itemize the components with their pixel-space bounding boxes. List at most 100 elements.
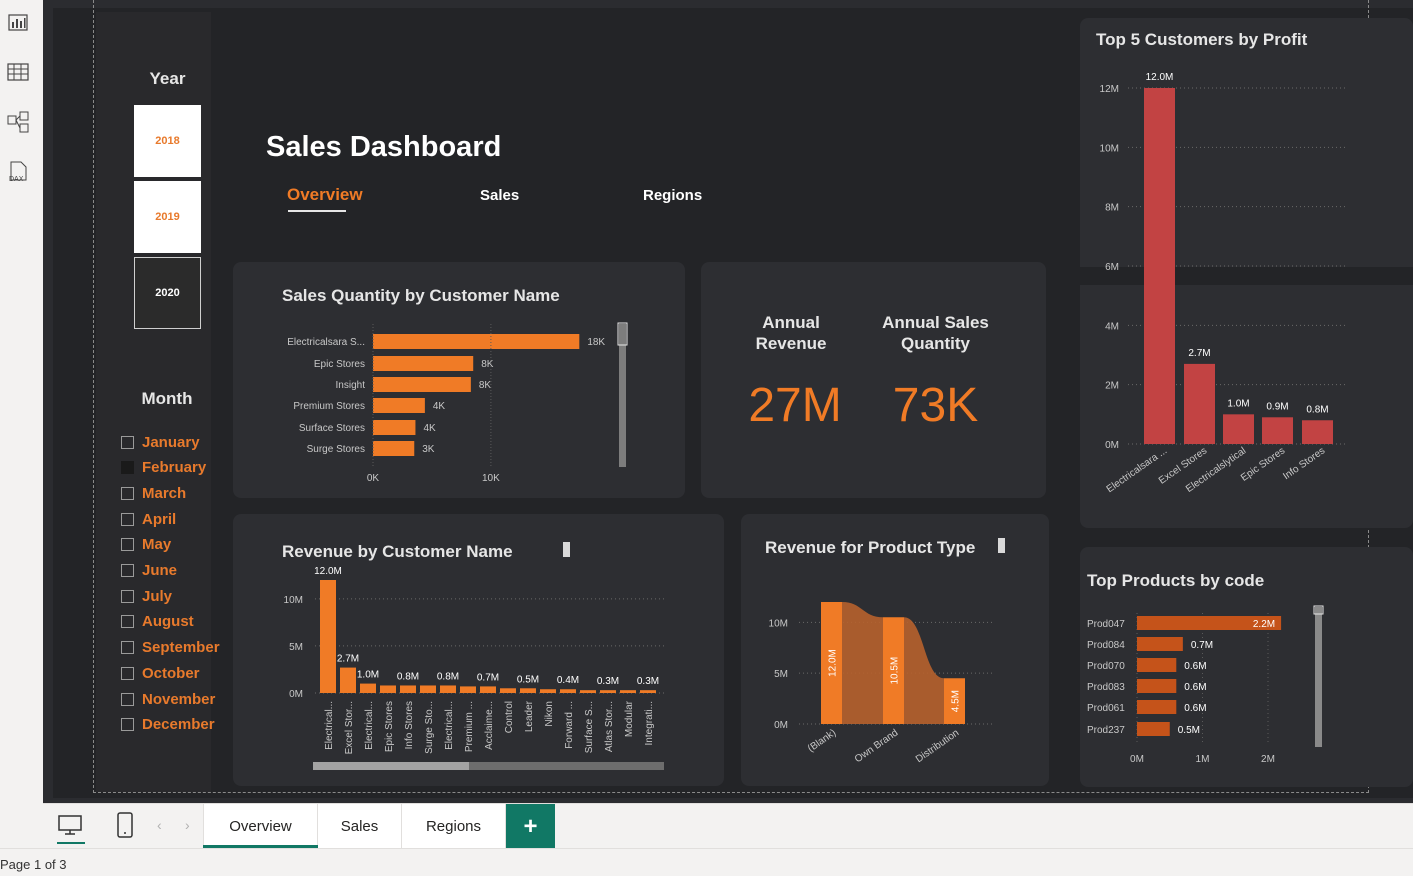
category-label: Premium Stores — [293, 401, 365, 412]
category-label: Electrical... — [444, 701, 455, 750]
category-label: Forward ... — [564, 701, 575, 749]
bar — [380, 685, 396, 693]
month-checkbox[interactable] — [121, 692, 134, 706]
month-option-march[interactable]: March — [121, 483, 186, 503]
revenue-product-title: Revenue for Product Type — [765, 538, 976, 557]
month-label: August — [142, 613, 194, 631]
month-checkbox[interactable] — [121, 641, 134, 655]
table-view-icon[interactable] — [6, 60, 30, 84]
scrollbar-track — [313, 762, 664, 770]
month-option-october[interactable]: October — [121, 663, 200, 683]
data-label: 8K — [479, 380, 492, 391]
month-checkbox[interactable] — [121, 538, 134, 552]
bar — [1137, 679, 1177, 693]
data-label: 4K — [423, 423, 436, 434]
category-label: Distribution — [914, 727, 961, 765]
month-checkbox[interactable] — [121, 666, 134, 680]
category-label: Excel Stor... — [344, 701, 355, 754]
scroll-left-icon[interactable]: ‹ — [157, 817, 162, 833]
month-option-july[interactable]: July — [121, 586, 172, 606]
revenue-customer-title: Revenue by Customer Name — [282, 542, 513, 561]
bar — [373, 334, 580, 349]
data-label: 2.7M — [337, 654, 359, 665]
bar — [600, 690, 616, 693]
category-label: Surge Stores — [307, 444, 365, 455]
page-tab-label: Sales — [340, 818, 379, 835]
bar — [460, 686, 476, 693]
add-page-button[interactable]: + — [506, 804, 555, 849]
year-option-2019[interactable]: 2019 — [134, 181, 201, 253]
month-option-april[interactable]: April — [121, 509, 176, 529]
month-checkbox[interactable] — [121, 512, 134, 526]
bar — [1144, 88, 1175, 444]
month-option-january[interactable]: January — [121, 432, 200, 452]
page-tab-sales[interactable]: Sales — [318, 804, 402, 849]
data-label: 3K — [422, 444, 435, 455]
focus-mode-icon[interactable] — [563, 542, 570, 557]
month-checkbox[interactable] — [121, 435, 134, 449]
category-label: Electricalsara S... — [287, 337, 365, 348]
month-label: March — [142, 484, 187, 502]
bar — [1262, 417, 1293, 444]
mobile-layout-icon[interactable] — [115, 811, 135, 844]
nav-tab-regions[interactable]: Regions — [643, 187, 703, 204]
data-label: 0.7M — [1191, 640, 1213, 651]
month-option-november[interactable]: November — [121, 689, 215, 709]
dax-query-icon[interactable]: DAX — [6, 160, 30, 184]
data-label: 0.7M — [477, 672, 499, 683]
month-checkbox[interactable] — [121, 589, 134, 603]
month-option-august[interactable]: August — [121, 612, 194, 632]
scroll-right-icon[interactable]: › — [185, 817, 190, 833]
category-label: Prod047 — [1087, 619, 1125, 630]
nav-active-underline — [288, 210, 346, 212]
category-label: Modular — [624, 700, 635, 737]
bar — [340, 667, 356, 693]
month-option-may[interactable]: May — [121, 535, 171, 555]
month-label: June — [142, 562, 178, 579]
category-label: Surface Stores — [299, 423, 365, 434]
report-view-icon[interactable] — [6, 10, 30, 34]
month-option-june[interactable]: June — [121, 561, 177, 581]
year-option-2020[interactable]: 2020 — [134, 257, 201, 329]
category-label: Prod070 — [1087, 661, 1125, 672]
month-label: May — [142, 536, 172, 554]
category-label: Premium ... — [464, 701, 475, 752]
active-tab-indicator — [203, 845, 318, 849]
focus-mode-icon[interactable] — [998, 538, 1005, 553]
scrollbar-thumb — [313, 762, 469, 770]
bar — [821, 602, 842, 724]
month-checkbox[interactable] — [121, 718, 134, 732]
category-label: Insight — [336, 380, 366, 391]
month-checkbox[interactable] — [121, 564, 134, 577]
nav-tab-overview[interactable]: Overview — [287, 185, 363, 204]
model-view-icon[interactable] — [6, 110, 30, 134]
svg-text:DAX: DAX — [9, 176, 24, 183]
bar — [620, 690, 636, 693]
page-tab-overview[interactable]: Overview — [203, 804, 318, 849]
desktop-layout-icon[interactable] — [57, 812, 83, 843]
category-label: Atlas Stor... — [604, 701, 615, 752]
month-option-december[interactable]: December — [121, 715, 215, 735]
status-bar: Page 1 of 3 — [0, 848, 1413, 876]
revenue-product-chart: 0M 5M 10M 12.0M (Blank) 10.5M Own Brand 4.5M Dis… — [769, 602, 994, 765]
month-checkbox[interactable] — [121, 615, 134, 629]
month-checkbox[interactable] — [121, 461, 134, 475]
page-tab-regions[interactable]: Regions — [402, 804, 506, 849]
year-option-2018[interactable]: 2018 — [134, 105, 201, 177]
bar — [1223, 414, 1254, 444]
month-option-february[interactable]: February — [121, 458, 206, 478]
data-label: 4K — [433, 401, 446, 412]
nav-tab-sales[interactable]: Sales — [480, 187, 520, 204]
month-checkbox[interactable] — [121, 486, 134, 500]
top-products-title: Top Products by code — [1087, 571, 1265, 590]
tick-label: 10M — [769, 618, 788, 629]
data-label: 0.6M — [1184, 682, 1206, 693]
revenue-customer-chart: 0M 5M 10M 12.0M Electrical... 2.7M Excel Stor.… — [284, 566, 665, 770]
tick-label: 5M — [774, 669, 788, 680]
tick-label: 10M — [284, 595, 303, 606]
bar — [1137, 616, 1282, 630]
month-label: December — [142, 716, 215, 734]
month-option-september[interactable]: September — [121, 638, 220, 658]
sales-quantity-title: Sales Quantity by Customer Name — [282, 286, 560, 305]
data-label: 18K — [587, 337, 605, 348]
